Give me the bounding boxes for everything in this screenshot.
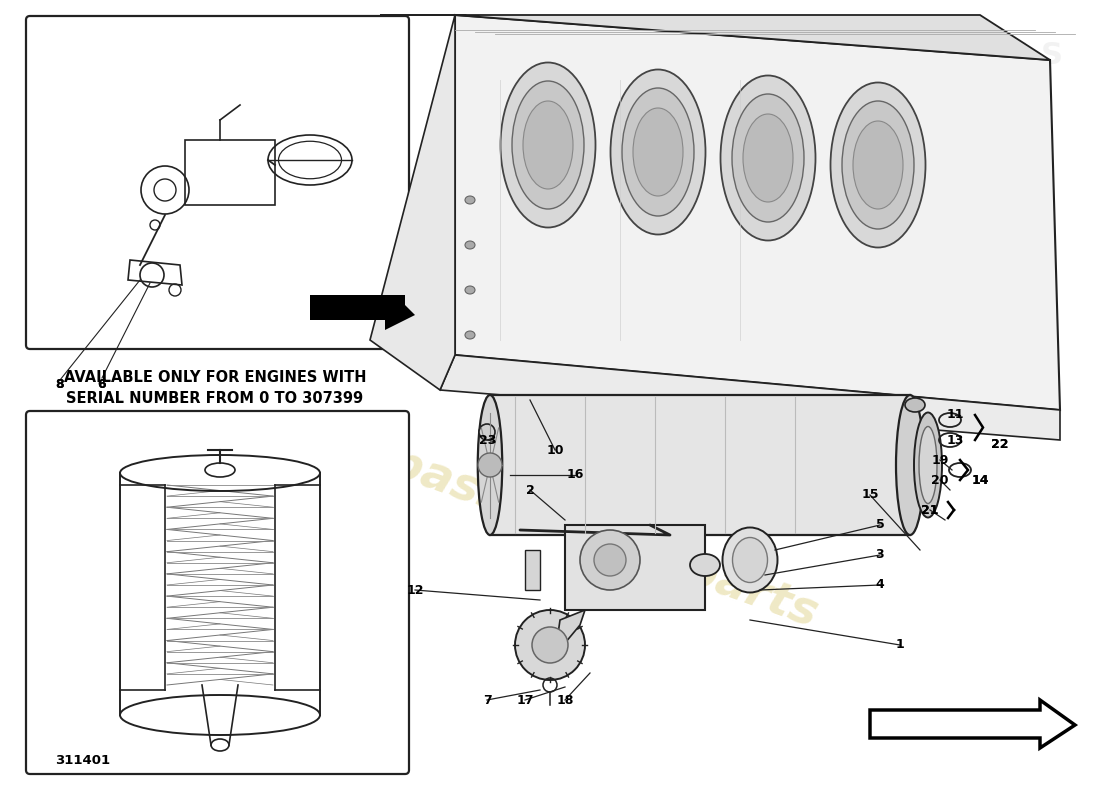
Text: 12: 12 <box>406 583 424 597</box>
Ellipse shape <box>500 62 595 227</box>
Text: 6: 6 <box>98 378 107 391</box>
Text: U: U <box>736 41 760 70</box>
Text: 6: 6 <box>98 378 107 391</box>
Circle shape <box>478 453 502 477</box>
FancyBboxPatch shape <box>26 411 409 774</box>
Circle shape <box>594 544 626 576</box>
Ellipse shape <box>465 286 475 294</box>
Text: 14: 14 <box>971 474 989 486</box>
Ellipse shape <box>896 395 924 535</box>
Text: R: R <box>774 41 798 70</box>
Text: 8: 8 <box>56 378 64 391</box>
Text: 1: 1 <box>895 638 904 651</box>
Text: 23: 23 <box>480 434 497 446</box>
Text: 2: 2 <box>526 483 535 497</box>
Ellipse shape <box>465 196 475 204</box>
Ellipse shape <box>465 331 475 339</box>
Ellipse shape <box>732 94 804 222</box>
Ellipse shape <box>842 101 914 229</box>
Text: K: K <box>1002 41 1026 70</box>
Text: 18: 18 <box>557 694 574 706</box>
Polygon shape <box>310 295 415 330</box>
Ellipse shape <box>852 121 903 209</box>
Text: 14: 14 <box>971 474 989 486</box>
Text: 21: 21 <box>922 503 938 517</box>
Text: 311401: 311401 <box>55 754 110 766</box>
Ellipse shape <box>905 398 925 412</box>
Text: AVAILABLE ONLY FOR ENGINES WITH
SERIAL NUMBER FROM 0 TO 307399: AVAILABLE ONLY FOR ENGINES WITH SERIAL N… <box>64 370 366 406</box>
Text: a passion for parts: a passion for parts <box>337 423 824 637</box>
Ellipse shape <box>720 75 815 241</box>
Text: 20: 20 <box>932 474 948 486</box>
Bar <box>490 395 910 535</box>
Ellipse shape <box>610 70 705 234</box>
Text: S: S <box>851 41 873 70</box>
Polygon shape <box>455 15 1060 410</box>
Text: 13: 13 <box>946 434 964 446</box>
Text: 10: 10 <box>547 443 563 457</box>
Text: O: O <box>811 41 837 70</box>
Bar <box>525 550 540 590</box>
Text: 17: 17 <box>516 694 534 706</box>
Polygon shape <box>440 355 1060 440</box>
Polygon shape <box>870 700 1075 748</box>
Polygon shape <box>379 15 1050 60</box>
Ellipse shape <box>733 538 768 582</box>
Polygon shape <box>370 15 455 390</box>
Bar <box>565 525 705 610</box>
Text: 16: 16 <box>566 469 584 482</box>
Ellipse shape <box>477 395 503 535</box>
Circle shape <box>515 610 585 680</box>
Ellipse shape <box>723 527 778 593</box>
Text: C: C <box>965 41 987 70</box>
Ellipse shape <box>632 108 683 196</box>
Text: H: H <box>888 41 913 70</box>
Ellipse shape <box>465 241 475 249</box>
Text: 22: 22 <box>991 438 1009 451</box>
Text: 22: 22 <box>991 438 1009 451</box>
Text: 5: 5 <box>876 518 884 531</box>
Text: 15: 15 <box>861 489 879 502</box>
Text: 8: 8 <box>56 378 64 391</box>
Text: 19: 19 <box>932 454 948 466</box>
Ellipse shape <box>914 413 942 518</box>
Ellipse shape <box>522 101 573 189</box>
Text: O: O <box>925 41 950 70</box>
Text: 11: 11 <box>946 409 964 422</box>
Ellipse shape <box>690 554 721 576</box>
Circle shape <box>478 424 495 440</box>
Polygon shape <box>556 610 585 655</box>
Ellipse shape <box>918 426 937 503</box>
Circle shape <box>580 530 640 590</box>
Circle shape <box>532 627 568 663</box>
Bar <box>185 140 275 205</box>
Text: 21: 21 <box>922 503 938 517</box>
Text: S: S <box>1041 41 1063 70</box>
Ellipse shape <box>742 114 793 202</box>
Ellipse shape <box>621 88 694 216</box>
Text: 4: 4 <box>876 578 884 591</box>
Ellipse shape <box>512 81 584 209</box>
Text: 7: 7 <box>483 694 492 706</box>
Text: 3: 3 <box>876 549 884 562</box>
Text: E: E <box>700 41 720 70</box>
Ellipse shape <box>830 82 925 247</box>
FancyBboxPatch shape <box>26 16 409 349</box>
